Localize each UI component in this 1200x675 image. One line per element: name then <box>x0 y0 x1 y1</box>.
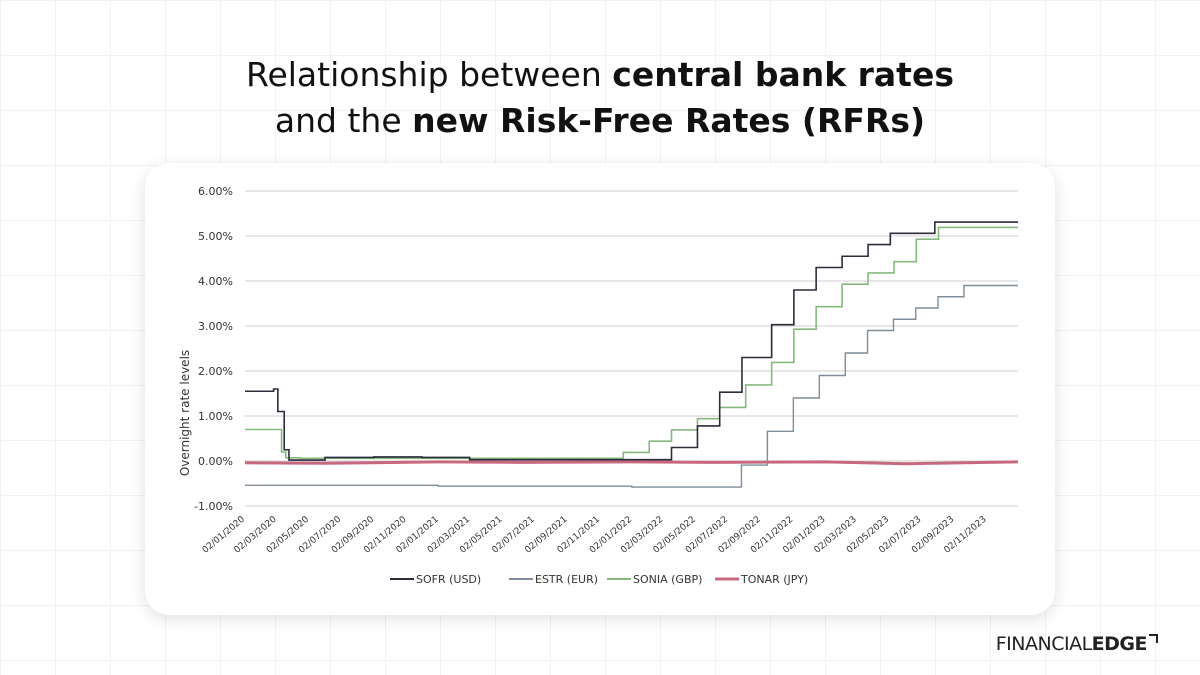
series-lines <box>244 221 1019 488</box>
logo-part-1: FINANCIAL <box>995 633 1092 655</box>
y-axis-ticks: -1.00% 0.00% 1.00% 2.00% 3.00% 4.00% 5.00% 6.00… <box>194 185 233 513</box>
title-line-1: Relationship between central bank rates <box>0 52 1200 98</box>
title-line-2-regular: and the <box>274 101 413 140</box>
logo-part-2: EDGE <box>1091 633 1148 655</box>
legend-label: SONIA (GBP) <box>633 573 702 586</box>
series-line <box>244 460 1019 466</box>
y-tick-label: -1.00% <box>194 500 233 513</box>
title-line-1-bold: central bank rates <box>612 55 954 94</box>
y-axis-label: Overnight rate levels <box>178 350 192 476</box>
title-line-1-regular: Relationship between <box>246 55 613 94</box>
legend-label: ESTR (EUR) <box>535 573 598 586</box>
legend-label: SOFR (USD) <box>416 573 481 586</box>
title-line-2: and the new Risk-Free Rates (RFRs) <box>0 98 1200 144</box>
line-chart: -1.00% 0.00% 1.00% 2.00% 3.00% 4.00% 5.00% 6.00… <box>178 185 1019 586</box>
legend-label: TONAR (JPY) <box>740 573 808 586</box>
financial-edge-logo: FINANCIALEDGE <box>996 633 1158 655</box>
legend: SOFR (USD) ESTR (EUR) SONIA (GBP) TONAR (JP… <box>390 573 808 586</box>
series-line <box>245 226 1018 460</box>
series-line <box>245 284 1018 488</box>
y-tick-label: 1.00% <box>198 410 233 423</box>
y-tick-label: 3.00% <box>198 320 233 333</box>
grid-lines <box>245 190 1018 507</box>
logo-mark-icon <box>1149 634 1158 643</box>
y-tick-label: 6.00% <box>198 185 233 198</box>
x-axis-ticks: 02/01/202002/03/202002/05/202002/07/2020… <box>201 514 989 555</box>
series-line <box>245 221 1018 461</box>
chart-title: Relationship between central bank rates … <box>0 52 1200 144</box>
title-line-2-bold: new Risk-Free Rates (RFRs) <box>412 101 926 140</box>
chart-card: -1.00% 0.00% 1.00% 2.00% 3.00% 4.00% 5.00% 6.00… <box>145 163 1055 615</box>
y-tick-label: 4.00% <box>198 275 233 288</box>
y-tick-label: 5.00% <box>198 230 233 243</box>
y-tick-label: 0.00% <box>198 455 233 468</box>
y-tick-label: 2.00% <box>198 365 233 378</box>
